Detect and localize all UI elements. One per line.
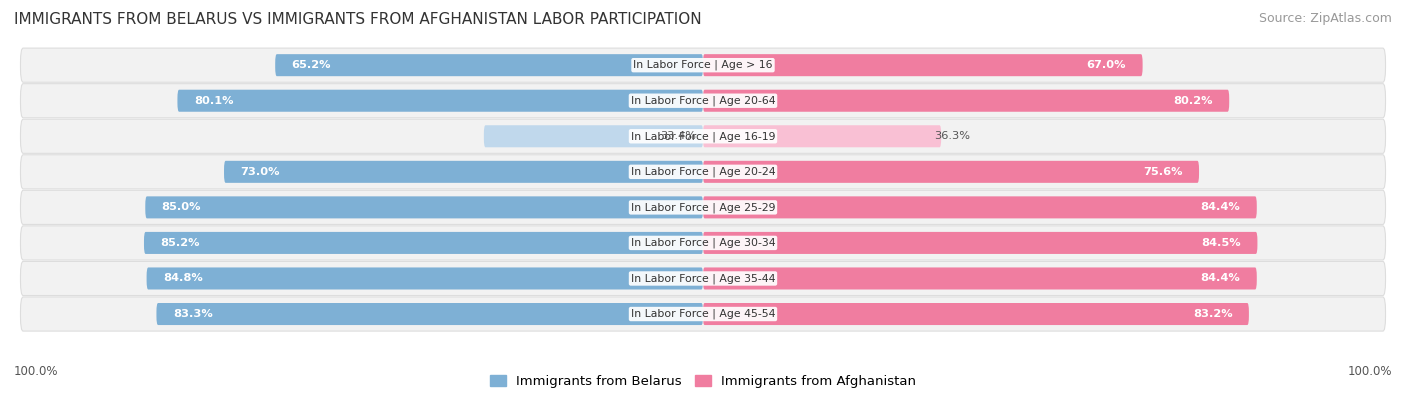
FancyBboxPatch shape [703,303,1249,325]
Text: 100.0%: 100.0% [14,365,59,378]
Text: IMMIGRANTS FROM BELARUS VS IMMIGRANTS FROM AFGHANISTAN LABOR PARTICIPATION: IMMIGRANTS FROM BELARUS VS IMMIGRANTS FR… [14,12,702,27]
Text: In Labor Force | Age 16-19: In Labor Force | Age 16-19 [631,131,775,141]
FancyBboxPatch shape [276,54,703,76]
Text: In Labor Force | Age 20-24: In Labor Force | Age 20-24 [631,167,775,177]
FancyBboxPatch shape [224,161,703,183]
Text: In Labor Force | Age 20-64: In Labor Force | Age 20-64 [631,96,775,106]
Text: 84.8%: 84.8% [163,273,202,284]
Text: 36.3%: 36.3% [935,131,970,141]
FancyBboxPatch shape [21,190,1385,224]
FancyBboxPatch shape [177,90,703,112]
Text: 83.3%: 83.3% [173,309,212,319]
FancyBboxPatch shape [703,125,941,147]
FancyBboxPatch shape [484,125,703,147]
FancyBboxPatch shape [21,261,1385,295]
Text: Source: ZipAtlas.com: Source: ZipAtlas.com [1258,12,1392,25]
Text: In Labor Force | Age 25-29: In Labor Force | Age 25-29 [631,202,775,213]
Text: 85.2%: 85.2% [160,238,200,248]
Text: 67.0%: 67.0% [1087,60,1126,70]
Text: In Labor Force | Age 45-54: In Labor Force | Age 45-54 [631,309,775,319]
Text: 73.0%: 73.0% [240,167,280,177]
FancyBboxPatch shape [703,196,1257,218]
FancyBboxPatch shape [143,232,703,254]
Text: 33.4%: 33.4% [661,131,696,141]
Text: In Labor Force | Age > 16: In Labor Force | Age > 16 [633,60,773,70]
FancyBboxPatch shape [21,119,1385,153]
FancyBboxPatch shape [146,267,703,290]
Text: 80.1%: 80.1% [194,96,233,106]
FancyBboxPatch shape [156,303,703,325]
Text: 84.4%: 84.4% [1201,273,1240,284]
FancyBboxPatch shape [21,155,1385,189]
Legend: Immigrants from Belarus, Immigrants from Afghanistan: Immigrants from Belarus, Immigrants from… [489,375,917,388]
Text: In Labor Force | Age 35-44: In Labor Force | Age 35-44 [631,273,775,284]
Text: In Labor Force | Age 30-34: In Labor Force | Age 30-34 [631,238,775,248]
Text: 80.2%: 80.2% [1174,96,1213,106]
Text: 84.4%: 84.4% [1201,202,1240,213]
Text: 84.5%: 84.5% [1201,238,1241,248]
FancyBboxPatch shape [703,232,1257,254]
FancyBboxPatch shape [21,84,1385,118]
Text: 75.6%: 75.6% [1143,167,1182,177]
FancyBboxPatch shape [703,54,1143,76]
FancyBboxPatch shape [145,196,703,218]
Text: 85.0%: 85.0% [162,202,201,213]
FancyBboxPatch shape [703,267,1257,290]
FancyBboxPatch shape [21,226,1385,260]
FancyBboxPatch shape [21,48,1385,82]
Text: 100.0%: 100.0% [1347,365,1392,378]
FancyBboxPatch shape [703,90,1229,112]
FancyBboxPatch shape [21,297,1385,331]
FancyBboxPatch shape [703,161,1199,183]
Text: 83.2%: 83.2% [1192,309,1233,319]
Text: 65.2%: 65.2% [291,60,330,70]
